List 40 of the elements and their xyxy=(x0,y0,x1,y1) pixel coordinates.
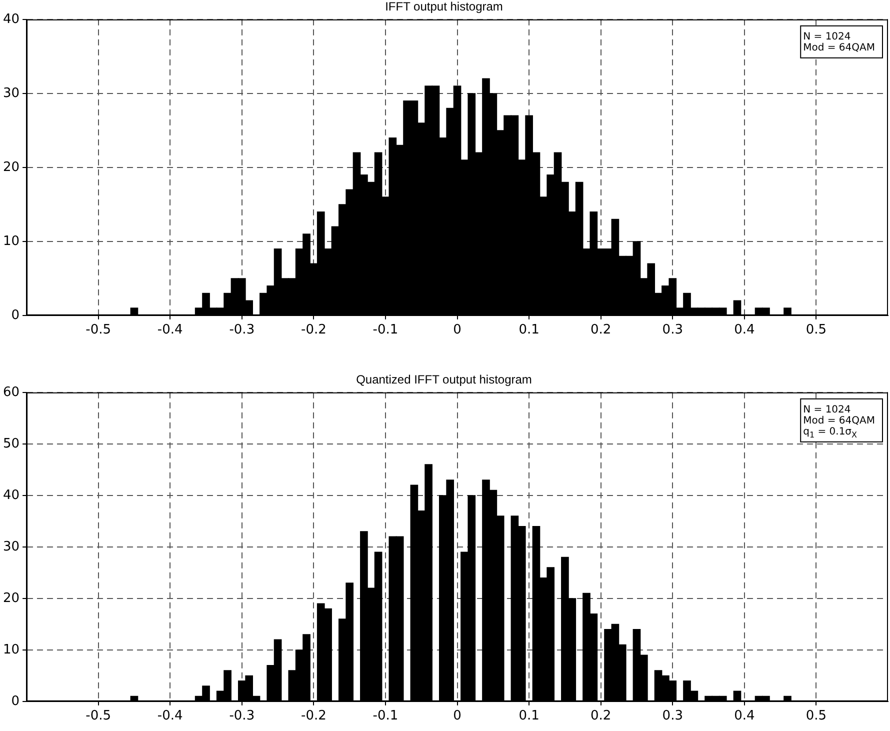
x-tick-label: 0.3 xyxy=(662,322,683,338)
x-tick-label: -0.5 xyxy=(86,322,112,338)
y-tick-label: 0 xyxy=(11,308,20,323)
chart-title: IFFT output histogram xyxy=(385,0,503,14)
x-tick-label: 0.1 xyxy=(518,322,540,338)
y-tick-label: 30 xyxy=(2,86,20,101)
x-tick-label: -0.1 xyxy=(372,322,398,338)
x-tick-label: -0.4 xyxy=(157,322,183,338)
x-tick-label: 0.4 xyxy=(734,322,755,338)
y-tick-label: 40 xyxy=(2,488,20,503)
y-tick-label: 30 xyxy=(2,539,20,554)
x-tick-label: 0.3 xyxy=(662,708,683,724)
y-tick-label: 10 xyxy=(2,642,20,658)
x-tick-label: 0 xyxy=(453,708,462,724)
y-tick-label: 10 xyxy=(2,234,20,249)
x-tick-label: 0 xyxy=(453,322,462,338)
y-tick-label: 60 xyxy=(2,384,20,400)
x-tick-label: 0.1 xyxy=(518,708,540,724)
x-tick-label: 0.5 xyxy=(806,708,827,724)
x-tick-label: 0.4 xyxy=(734,708,755,724)
x-tick-label: 0.2 xyxy=(590,708,612,724)
x-tick-label: -0.3 xyxy=(229,322,255,338)
x-tick-label: 0.5 xyxy=(806,322,827,338)
x-tick-label: -0.5 xyxy=(86,708,112,724)
y-tick-label: 50 xyxy=(2,436,20,452)
chart-title: Quantized IFFT output histogram xyxy=(356,372,532,387)
x-tick-label: -0.2 xyxy=(301,708,326,724)
y-tick-label: 20 xyxy=(2,160,20,175)
annotation: Mod = 64QAM xyxy=(803,42,876,54)
x-tick-label: -0.1 xyxy=(372,708,398,724)
y-tick-label: 40 xyxy=(2,12,20,27)
annotation: Mod = 64QAM xyxy=(803,415,876,426)
annotation: N = 1024 xyxy=(803,31,851,42)
x-tick-label: -0.3 xyxy=(229,708,255,724)
y-tick-label: 0 xyxy=(11,694,20,709)
annotation: N = 1024 xyxy=(803,404,851,416)
x-tick-label: -0.4 xyxy=(157,708,183,724)
x-tick-label: 0.2 xyxy=(590,322,612,338)
x-tick-label: -0.2 xyxy=(301,322,326,338)
y-tick-label: 20 xyxy=(2,590,20,606)
